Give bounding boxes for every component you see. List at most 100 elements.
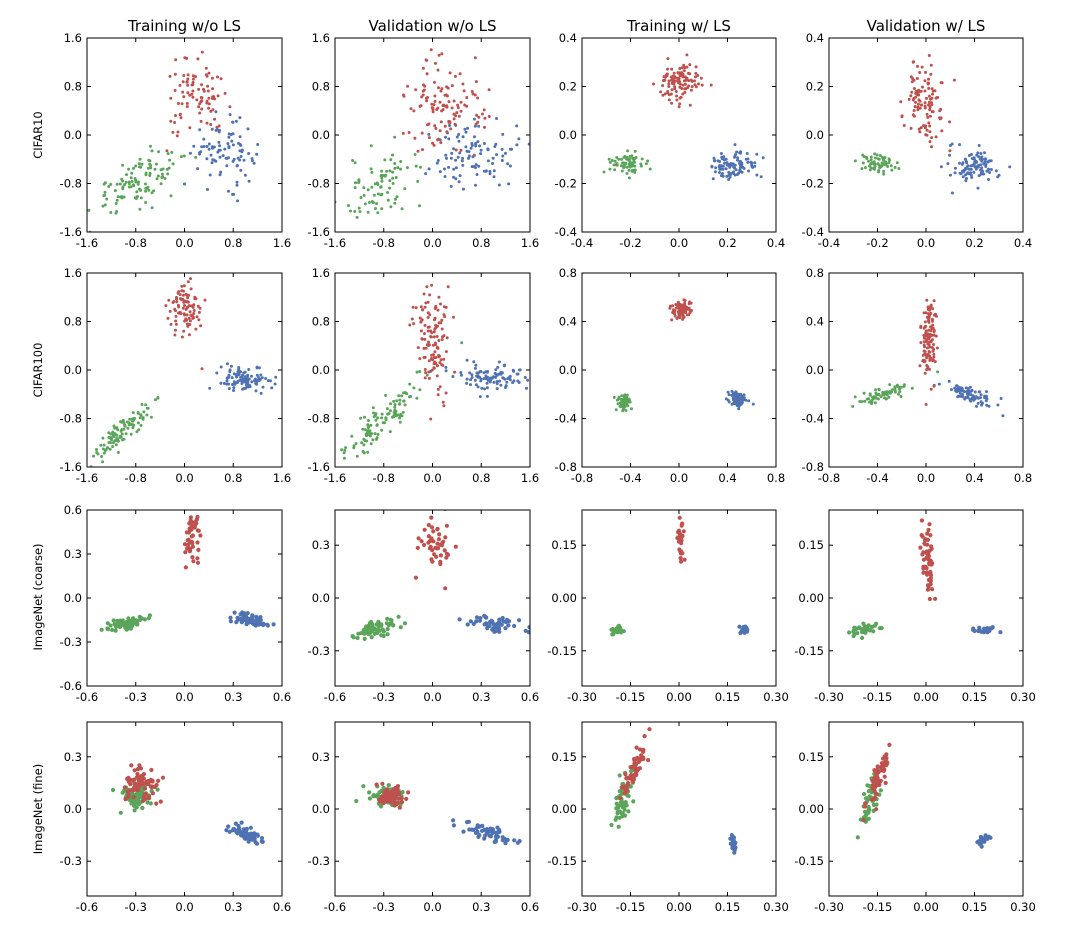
point-green [367, 419, 370, 422]
point-green [882, 169, 886, 173]
point-blue [251, 622, 257, 627]
point-blue [246, 378, 250, 382]
point-red [487, 88, 491, 92]
point-green [880, 164, 884, 168]
point-green [391, 182, 395, 185]
x-tick-label: -1.6 [76, 471, 98, 485]
point-red [633, 762, 638, 767]
y-tick-label: -0.8 [308, 177, 330, 191]
point-blue [962, 390, 966, 394]
y-tick-label: -0.3 [308, 644, 330, 658]
point-red [183, 313, 187, 317]
point-red [929, 387, 933, 391]
point-red [429, 48, 433, 52]
point-green [851, 404, 855, 408]
point-red [429, 525, 435, 530]
point-blue [719, 174, 723, 178]
point-red [196, 57, 200, 61]
point-blue [474, 183, 477, 187]
point-green [622, 807, 627, 812]
point-blue [452, 147, 456, 151]
point-green [124, 432, 128, 436]
point-green [122, 437, 126, 441]
point-red [186, 83, 190, 87]
point-blue [985, 397, 989, 401]
point-green [403, 187, 407, 191]
point-red [416, 149, 420, 153]
point-red [920, 534, 925, 539]
point-red [923, 101, 927, 105]
point-red [922, 311, 926, 315]
point-green [623, 395, 627, 399]
point-red [911, 98, 915, 102]
point-blue [464, 130, 468, 134]
point-red [438, 129, 442, 133]
point-red [919, 518, 925, 523]
point-red [438, 559, 443, 564]
point-green [624, 409, 628, 412]
x-tick-label: 0.0 [175, 690, 193, 704]
point-blue [444, 369, 448, 373]
point-red [171, 130, 175, 134]
x-tick-label: -0.3 [125, 690, 147, 704]
x-tick-label: 0.30 [1010, 690, 1036, 704]
point-green [374, 207, 377, 210]
point-red [929, 303, 933, 307]
point-blue [727, 170, 731, 174]
point-green [166, 172, 170, 176]
point-green [631, 799, 636, 804]
point-blue [517, 137, 521, 141]
point-red [922, 333, 926, 337]
point-red [437, 137, 440, 141]
point-blue [526, 378, 530, 382]
point-green [132, 803, 137, 809]
point-red [200, 367, 204, 371]
point-red [454, 148, 458, 152]
point-red [928, 114, 932, 118]
point-green [114, 211, 118, 215]
point-green [620, 403, 624, 407]
point-blue [989, 159, 993, 163]
point-blue [244, 383, 248, 387]
point-green [862, 791, 867, 797]
point-blue [721, 164, 725, 168]
point-green [625, 172, 629, 175]
point-green [135, 430, 139, 434]
point-red [863, 801, 868, 806]
point-green [879, 395, 883, 399]
point-blue [472, 117, 476, 121]
point-blue [948, 153, 952, 157]
x-tick-label: 0.0 [423, 900, 441, 914]
point-blue [482, 371, 486, 375]
point-blue [495, 387, 499, 391]
point-red [416, 346, 420, 350]
point-red [927, 522, 932, 527]
point-red [693, 79, 696, 83]
point-blue [727, 178, 731, 181]
y-tick-label: 1.6 [312, 266, 330, 280]
point-green [388, 617, 393, 623]
point-red [181, 90, 185, 94]
point-green [865, 796, 870, 801]
point-red [189, 277, 192, 281]
point-red [869, 797, 874, 802]
point-blue [967, 393, 970, 397]
point-green [147, 166, 150, 170]
point-red [617, 796, 623, 801]
scatter-panel-1-2: -0.8 -0.4 0.0 0.4 0.80.80.40.0-0.4-0.8 [555, 266, 786, 485]
point-blue [512, 379, 516, 383]
point-blue [742, 393, 746, 397]
point-red [923, 126, 927, 130]
point-red [171, 301, 175, 304]
point-green [615, 627, 620, 632]
point-blue [978, 838, 983, 843]
point-blue [247, 368, 251, 371]
point-red [931, 307, 935, 311]
point-blue [232, 192, 236, 196]
point-green [101, 460, 105, 464]
point-blue [214, 110, 218, 114]
point-blue [488, 172, 492, 176]
point-red [188, 323, 192, 326]
point-red [923, 79, 927, 83]
point-red [917, 88, 921, 92]
